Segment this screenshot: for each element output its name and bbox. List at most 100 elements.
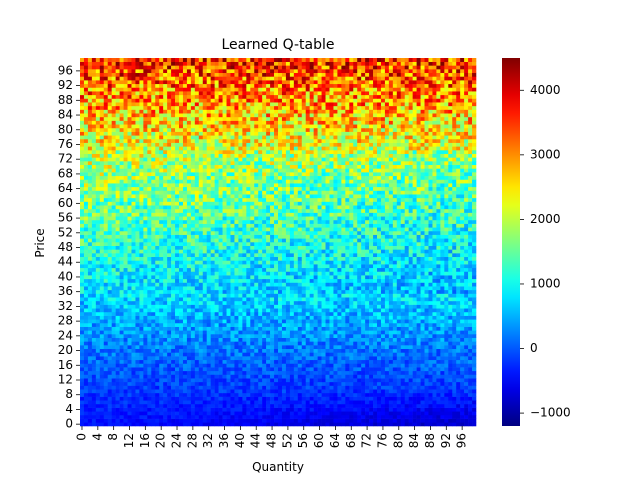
heatmap-cell	[329, 385, 334, 390]
heatmap-cell	[151, 414, 156, 419]
heatmap-cell	[468, 275, 473, 280]
heatmap-cell	[384, 334, 390, 338]
heatmap-cell	[230, 267, 235, 272]
heatmap-cell	[123, 253, 128, 258]
heatmap-cell	[424, 297, 429, 302]
heatmap-cell	[139, 374, 144, 379]
heatmap-cell	[230, 330, 235, 335]
heatmap-cell	[83, 418, 89, 423]
heatmap-cell	[155, 300, 160, 305]
heatmap-cell	[262, 414, 267, 419]
heatmap-cell	[163, 315, 168, 320]
heatmap-cell	[313, 297, 318, 302]
heatmap-cell	[278, 271, 283, 276]
heatmap-cell	[250, 264, 255, 269]
heatmap-cell	[226, 286, 231, 291]
heatmap-cell	[281, 370, 287, 375]
heatmap-cell	[432, 289, 437, 294]
heatmap-cell	[464, 282, 469, 287]
heatmap-cell	[408, 253, 413, 258]
heatmap-cell	[392, 337, 398, 342]
heatmap-cell	[309, 411, 314, 416]
heatmap-cell	[428, 289, 433, 294]
heatmap-cell	[159, 267, 164, 272]
heatmap-cell	[202, 422, 208, 427]
heatmap-cell	[412, 418, 417, 423]
heatmap-cell	[349, 256, 354, 261]
heatmap-cell	[436, 381, 441, 386]
heatmap-cell	[214, 414, 219, 419]
heatmap-cell	[131, 297, 136, 302]
heatmap-cell	[266, 400, 271, 405]
heatmap-cell	[87, 297, 93, 302]
heatmap-cell	[139, 414, 144, 419]
heatmap-cell	[325, 381, 330, 386]
heatmap-cell	[361, 300, 366, 305]
heatmap-cell	[380, 356, 386, 361]
heatmap-cell	[444, 308, 449, 313]
heatmap-cell	[357, 293, 362, 298]
heatmap-cell	[91, 411, 97, 416]
heatmap-cell	[95, 348, 101, 353]
heatmap-cell	[198, 282, 204, 287]
heatmap-cell	[123, 297, 128, 302]
heatmap-cell	[317, 300, 322, 305]
heatmap-cell	[329, 341, 334, 346]
heatmap-cell	[373, 267, 378, 272]
heatmap-cell	[321, 311, 326, 316]
heatmap-cell	[270, 374, 275, 379]
heatmap-cell	[99, 264, 105, 269]
heatmap-cell	[440, 363, 445, 368]
heatmap-cell	[234, 330, 239, 335]
heatmap-cell	[444, 348, 449, 353]
heatmap-cell	[392, 363, 398, 368]
heatmap-cell	[404, 363, 409, 368]
heatmap-cell	[361, 297, 366, 302]
heatmap-cell	[293, 370, 299, 375]
heatmap-cell	[254, 389, 259, 394]
heatmap-cell	[432, 352, 437, 357]
heatmap-cell	[274, 385, 279, 390]
heatmap-cell	[365, 245, 370, 250]
heatmap-cell	[83, 385, 89, 390]
heatmap-cell	[424, 245, 429, 250]
heatmap-cell	[313, 374, 318, 379]
heatmap-cell	[428, 282, 433, 287]
heatmap-cell	[278, 300, 283, 305]
heatmap-cell	[99, 356, 105, 361]
heatmap-cell	[155, 242, 160, 246]
heatmap-cell	[460, 352, 465, 357]
heatmap-cell	[159, 363, 164, 368]
heatmap-cell	[80, 392, 85, 397]
heatmap-cell	[396, 418, 402, 423]
heatmap-cell	[175, 411, 180, 416]
heatmap-cell	[123, 322, 128, 327]
heatmap-cell	[321, 378, 326, 383]
heatmap-cell	[456, 282, 461, 287]
heatmap-cell	[210, 400, 215, 405]
heatmap-cell	[218, 278, 223, 283]
heatmap-cell	[408, 381, 413, 386]
heatmap-cell	[135, 326, 140, 331]
heatmap-cell	[317, 275, 322, 280]
heatmap-cell	[468, 411, 473, 416]
heatmap-cell	[289, 367, 295, 372]
heatmap-cell	[305, 345, 310, 350]
heatmap-cell	[258, 396, 263, 401]
heatmap-cell	[278, 275, 283, 280]
heatmap-cell	[353, 260, 358, 265]
heatmap-cell	[369, 330, 374, 335]
heatmap-cell	[95, 300, 101, 305]
heatmap-cell	[274, 300, 279, 305]
heatmap-cell	[155, 260, 160, 265]
heatmap-cell	[341, 348, 346, 353]
heatmap-cell	[155, 278, 160, 283]
heatmap-cell	[357, 359, 362, 364]
heatmap-cell	[127, 256, 132, 261]
heatmap-cell	[250, 300, 255, 305]
heatmap-cell	[289, 337, 295, 342]
heatmap-cell	[167, 422, 172, 427]
heatmap-cell	[440, 352, 445, 357]
heatmap-cell	[147, 381, 152, 386]
heatmap-cell	[99, 260, 105, 265]
